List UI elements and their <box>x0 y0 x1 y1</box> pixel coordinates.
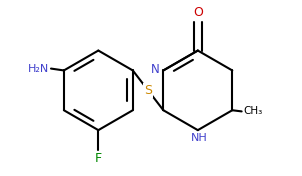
Text: H₂N: H₂N <box>28 64 49 74</box>
Text: O: O <box>193 6 203 19</box>
Text: F: F <box>95 152 102 165</box>
Text: N: N <box>150 63 159 76</box>
Text: NH: NH <box>191 133 207 143</box>
Text: S: S <box>144 84 152 97</box>
Text: CH₃: CH₃ <box>243 106 262 116</box>
